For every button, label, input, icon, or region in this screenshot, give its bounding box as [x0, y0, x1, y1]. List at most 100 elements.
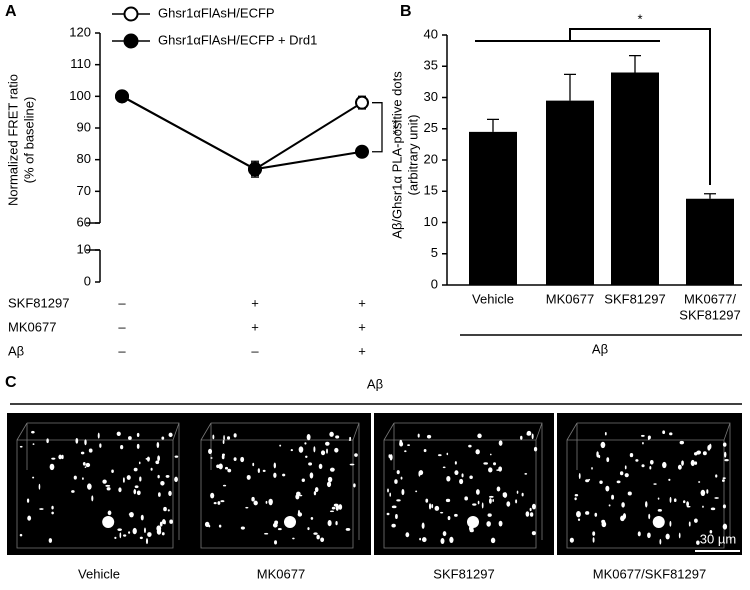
dot: [437, 454, 442, 457]
dot: [165, 475, 170, 478]
dot: [401, 489, 405, 496]
dot: [724, 458, 729, 462]
dot: [327, 476, 333, 483]
image-box-outline: [566, 422, 731, 549]
dot: [107, 510, 112, 516]
dot: [46, 438, 49, 444]
dot: [122, 477, 125, 483]
dot: [71, 490, 75, 493]
dot: [306, 433, 311, 441]
dot: [84, 466, 87, 469]
dot: [454, 461, 457, 465]
dot: [58, 454, 62, 460]
dot: [145, 457, 151, 460]
dot: [226, 436, 231, 440]
dot: [515, 499, 518, 504]
dot: [320, 537, 325, 542]
dot: [349, 463, 355, 466]
x-tick-label: SKF81297: [679, 307, 740, 322]
dot: [26, 498, 30, 503]
dot: [120, 445, 124, 450]
condition-value: –: [118, 295, 126, 310]
error-bar: [704, 193, 716, 199]
dot: [498, 466, 503, 472]
dot: [629, 453, 634, 458]
dot: [591, 467, 593, 470]
dot: [49, 463, 55, 471]
panel-label: C: [5, 374, 17, 391]
dot: [529, 512, 534, 517]
dot: [489, 453, 492, 456]
dot: [51, 505, 54, 510]
dot: [647, 532, 651, 539]
dot: [313, 491, 317, 496]
dot: [246, 474, 251, 480]
dot: [313, 532, 318, 535]
dot: [73, 475, 77, 480]
marker: [355, 95, 369, 110]
dot: [648, 513, 651, 520]
dot: [353, 483, 356, 488]
dot: [159, 521, 163, 527]
dot: [578, 473, 581, 479]
dot: [419, 537, 422, 541]
condition-label: SKF81297: [8, 295, 69, 310]
dot: [329, 467, 335, 472]
dot: [138, 461, 141, 465]
dot: [714, 497, 719, 499]
dot: [611, 494, 615, 500]
image-box-outline: [383, 422, 543, 549]
dot: [48, 538, 53, 543]
dot: [521, 492, 524, 497]
dot: [428, 503, 432, 510]
dot: [157, 474, 160, 479]
image-box-outline: [200, 422, 360, 549]
dot: [447, 515, 451, 521]
error-bar: [487, 118, 499, 132]
dot: [588, 478, 591, 481]
dot: [678, 532, 681, 539]
bracket: [372, 102, 383, 153]
dot: [483, 462, 488, 465]
dot: [325, 441, 330, 446]
image-caption: SKF81297: [433, 566, 494, 581]
series-line: [121, 95, 363, 171]
dot: [688, 521, 691, 527]
dot: [39, 508, 44, 510]
dot: [126, 475, 131, 480]
dot: [642, 441, 644, 445]
dot: [442, 531, 447, 537]
y-axis-label: Normalized FRET ratio: [5, 74, 20, 206]
dot: [601, 519, 606, 524]
dot: [245, 506, 249, 509]
dot: [620, 515, 625, 522]
dot: [723, 451, 727, 458]
dot: [128, 436, 132, 440]
dot: [637, 531, 641, 537]
dot: [469, 475, 473, 480]
dot: [706, 489, 709, 494]
y-axis-label: (arbitrary unit): [405, 115, 420, 196]
dot: [641, 464, 645, 468]
dot: [128, 513, 133, 516]
dot: [657, 509, 662, 512]
dot: [349, 436, 352, 440]
dot: [531, 531, 536, 536]
dot: [423, 448, 427, 453]
dot: [221, 454, 225, 460]
dot: [262, 469, 266, 473]
dot: [454, 513, 458, 517]
dot: [649, 465, 652, 470]
dot: [386, 512, 390, 516]
condition-value: +: [358, 319, 366, 334]
dot: [140, 514, 144, 521]
dot: [694, 461, 698, 465]
dot: [118, 487, 122, 493]
dot: [502, 492, 508, 498]
x-tick-label: MK0677: [546, 291, 594, 306]
dot: [27, 515, 32, 521]
dot: [253, 500, 258, 506]
y-tick-label: 60: [77, 214, 91, 229]
dot: [139, 476, 142, 482]
